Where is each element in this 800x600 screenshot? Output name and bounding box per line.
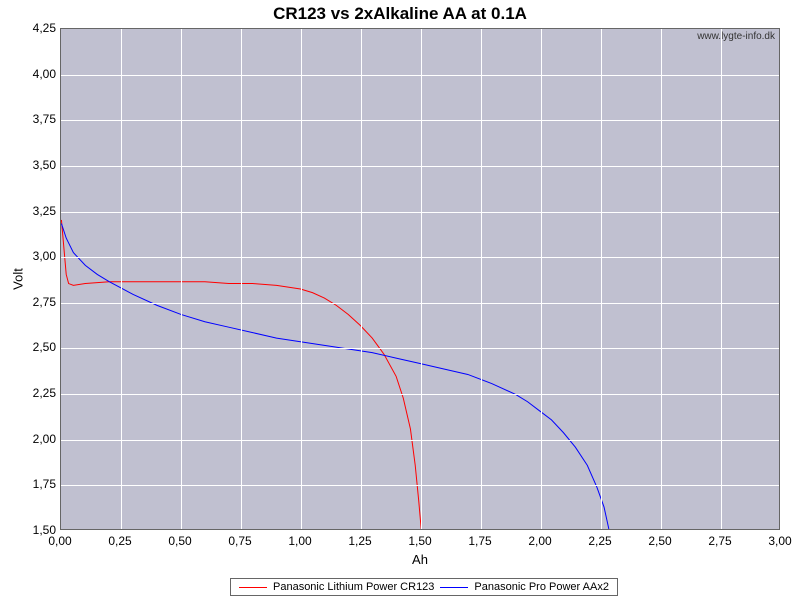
y-tick-label: 2,50 [26,340,56,354]
plot-area: www.lygte-info.dk [60,28,780,530]
y-tick-label: 2,25 [26,386,56,400]
x-tick-label: 2,75 [708,534,731,548]
gridline-h [61,120,779,121]
chart-title: CR123 vs 2xAlkaline AA at 0.1A [0,4,800,24]
gridline-h [61,348,779,349]
legend: Panasonic Lithium Power CR123 Panasonic P… [230,578,618,596]
gridline-h [61,75,779,76]
x-tick-label: 1,50 [408,534,431,548]
gridline-v [121,29,122,529]
y-tick-label: 4,25 [26,21,56,35]
gridline-v [181,29,182,529]
y-tick-label: 2,00 [26,432,56,446]
legend-label: Panasonic Pro Power AAx2 [474,581,609,593]
gridline-v [421,29,422,529]
x-tick-label: 2,00 [528,534,551,548]
y-tick-label: 1,50 [26,523,56,537]
x-tick-label: 0,50 [168,534,191,548]
gridline-h [61,485,779,486]
gridline-h [61,257,779,258]
y-tick-label: 2,75 [26,295,56,309]
gridline-v [601,29,602,529]
gridline-h [61,212,779,213]
gridline-v [481,29,482,529]
y-tick-label: 4,00 [26,67,56,81]
gridline-h [61,394,779,395]
legend-swatch [440,587,468,588]
x-tick-label: 0,25 [108,534,131,548]
gridline-h [61,303,779,304]
x-tick-label: 3,00 [768,534,791,548]
x-tick-label: 1,00 [288,534,311,548]
legend-label: Panasonic Lithium Power CR123 [273,581,434,593]
gridline-v [541,29,542,529]
series-layer [61,29,779,529]
y-tick-label: 3,75 [26,112,56,126]
y-axis-label: Volt [11,268,26,290]
y-tick-label: 1,75 [26,477,56,491]
series-line [61,224,608,529]
y-tick-label: 3,50 [26,158,56,172]
gridline-v [721,29,722,529]
gridline-v [361,29,362,529]
gridline-h [61,166,779,167]
gridline-v [661,29,662,529]
y-tick-label: 3,00 [26,249,56,263]
x-tick-label: 2,25 [588,534,611,548]
y-tick-label: 3,25 [26,204,56,218]
x-tick-label: 2,50 [648,534,671,548]
gridline-v [301,29,302,529]
x-tick-label: 1,25 [348,534,371,548]
x-tick-label: 0,75 [228,534,251,548]
x-tick-label: 1,75 [468,534,491,548]
x-axis-label: Ah [412,552,428,567]
gridline-h [61,440,779,441]
legend-swatch [239,587,267,588]
gridline-v [241,29,242,529]
